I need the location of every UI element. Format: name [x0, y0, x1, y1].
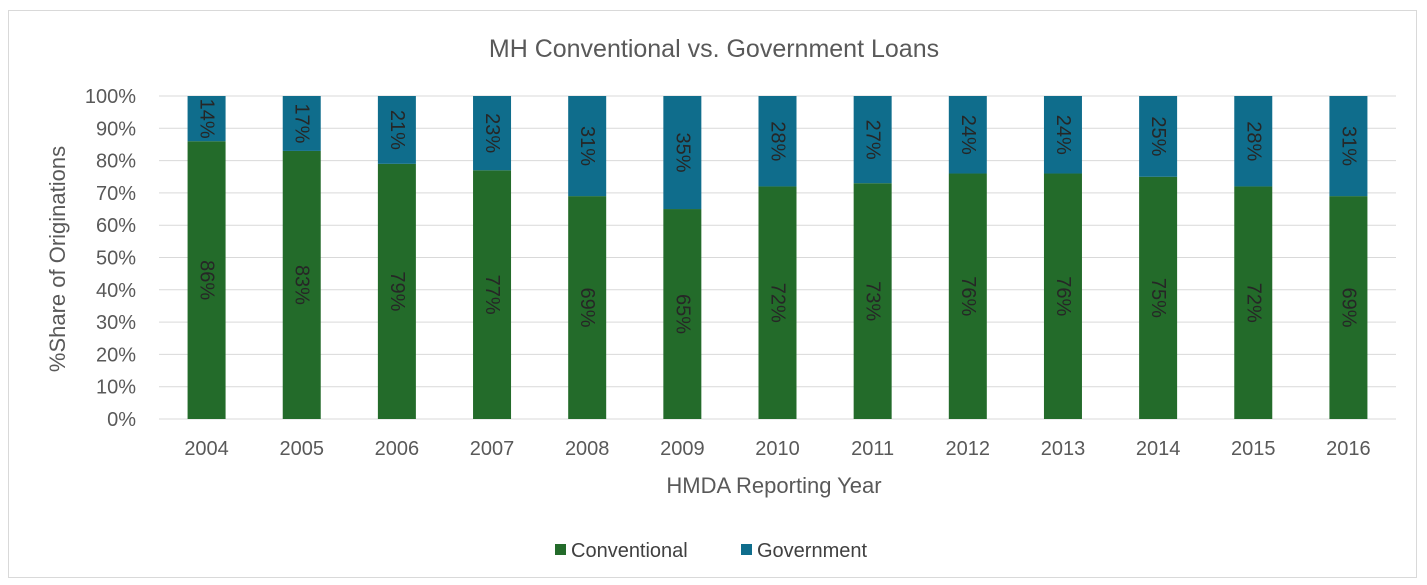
x-tick-label: 2012	[946, 438, 991, 460]
bars	[187, 96, 1368, 419]
y-tick-label: 20%	[96, 344, 136, 366]
y-tick-label: 30%	[96, 312, 136, 334]
bar-government-2014	[1139, 96, 1178, 177]
data-label-government-2009: 35%	[671, 133, 693, 173]
bar-conventional-2011	[853, 183, 892, 419]
data-label-government-2005: 17%	[291, 103, 313, 143]
x-tick-label: 2015	[1231, 438, 1276, 460]
data-label-conventional-2014: 75%	[1147, 278, 1169, 318]
bar-government-2016	[1329, 96, 1368, 197]
chart-frame: MH Conventional vs. Government Loans 0% 1…	[8, 10, 1417, 578]
bar-government-2007	[473, 96, 512, 171]
x-axis-ticks: 2004 2005 2006 2007 2008 2009 2010 2011 2012 2013…	[184, 438, 1370, 460]
data-label-conventional-2012: 76%	[957, 276, 979, 316]
legend-label-government: Government	[757, 540, 867, 562]
data-label-conventional-2004: 86%	[196, 260, 218, 300]
bar-conventional-2009	[663, 209, 702, 419]
bar-government-2009	[663, 96, 702, 210]
bar-government-2005	[282, 96, 321, 151]
y-axis-ticks: 0% 10% 20% 30% 40% 50% 60% 70% 80% 90% 100%	[85, 86, 136, 431]
data-label-government-2006: 21%	[386, 110, 408, 150]
data-label-conventional-2007: 77%	[481, 275, 503, 315]
data-label-government-2012: 24%	[957, 115, 979, 155]
y-tick-label: 80%	[96, 151, 136, 173]
bar-government-2013	[1043, 96, 1082, 174]
y-tick-label: 90%	[96, 118, 136, 140]
bar-conventional-2016	[1329, 196, 1368, 419]
y-tick-label: 70%	[96, 183, 136, 205]
data-label-conventional-2011: 73%	[862, 281, 884, 321]
y-tick-label: 0%	[107, 409, 136, 431]
chart-title: MH Conventional vs. Government Loans	[489, 35, 939, 63]
bar-government-2015	[1234, 96, 1273, 187]
legend-swatch-government	[741, 544, 752, 555]
bar-government-2012	[948, 96, 987, 174]
x-tick-label: 2011	[851, 438, 894, 460]
data-label-government-2010: 28%	[767, 121, 789, 161]
x-tick-label: 2004	[184, 438, 229, 460]
bar-conventional-2007	[473, 170, 512, 419]
y-tick-label: 40%	[96, 280, 136, 302]
data-label-government-2014: 25%	[1147, 116, 1169, 156]
x-tick-label: 2010	[755, 438, 800, 460]
y-axis-label: %Share of Originations	[45, 146, 70, 372]
bar-conventional-2012	[948, 173, 987, 419]
y-tick-label: 60%	[96, 215, 136, 237]
data-label-conventional-2010: 72%	[767, 283, 789, 323]
data-label-government-2013: 24%	[1052, 115, 1074, 155]
data-label-conventional-2015: 72%	[1242, 283, 1264, 323]
x-tick-label: 2014	[1136, 438, 1181, 460]
data-label-conventional-2016: 69%	[1337, 288, 1359, 328]
data-label-government-2011: 27%	[862, 120, 884, 160]
bar-conventional-2006	[377, 163, 416, 419]
bar-conventional-2005	[282, 150, 321, 419]
data-label-government-2015: 28%	[1242, 121, 1264, 161]
data-label-conventional-2009: 65%	[671, 294, 693, 334]
bar-conventional-2010	[758, 186, 797, 419]
stacked-bar-chart: MH Conventional vs. Government Loans 0% 1…	[45, 35, 1396, 562]
bar-conventional-2013	[1043, 173, 1082, 419]
x-tick-label: 2009	[660, 438, 705, 460]
x-tick-label: 2016	[1326, 438, 1371, 460]
data-label-government-2004: 14%	[196, 99, 218, 139]
data-label-government-2016: 31%	[1337, 126, 1359, 166]
data-label-government-2008: 31%	[576, 126, 598, 166]
bar-government-2011	[853, 96, 892, 184]
bar-government-2010	[758, 96, 797, 187]
y-tick-label: 100%	[85, 86, 136, 108]
y-tick-label: 10%	[96, 377, 136, 399]
bar-government-2004	[187, 96, 226, 142]
bar-conventional-2014	[1139, 176, 1178, 419]
x-tick-label: 2006	[375, 438, 420, 460]
data-label-conventional-2008: 69%	[576, 288, 598, 328]
data-label-government-2007: 23%	[481, 113, 503, 153]
data-label-conventional-2013: 76%	[1052, 276, 1074, 316]
bar-conventional-2015	[1234, 186, 1273, 419]
y-tick-label: 50%	[96, 248, 136, 270]
x-tick-label: 2005	[279, 438, 324, 460]
x-tick-label: 2008	[565, 438, 610, 460]
bar-government-2006	[377, 96, 416, 164]
x-axis-label: HMDA Reporting Year	[666, 473, 881, 498]
data-label-conventional-2005: 83%	[291, 265, 313, 305]
x-tick-label: 2007	[470, 438, 515, 460]
bar-conventional-2008	[568, 196, 607, 419]
legend: Conventional Government	[555, 540, 867, 562]
legend-swatch-conventional	[555, 544, 566, 555]
bar-government-2008	[568, 96, 607, 197]
x-tick-label: 2013	[1041, 438, 1086, 460]
data-label-conventional-2006: 79%	[386, 271, 408, 311]
bar-conventional-2004	[187, 141, 226, 419]
legend-label-conventional: Conventional	[571, 540, 688, 562]
data-labels: 86% 14% 83% 17% 79% 21% 77% 23% 69% 31% 65% 35% 72% 2…	[196, 99, 1360, 335]
